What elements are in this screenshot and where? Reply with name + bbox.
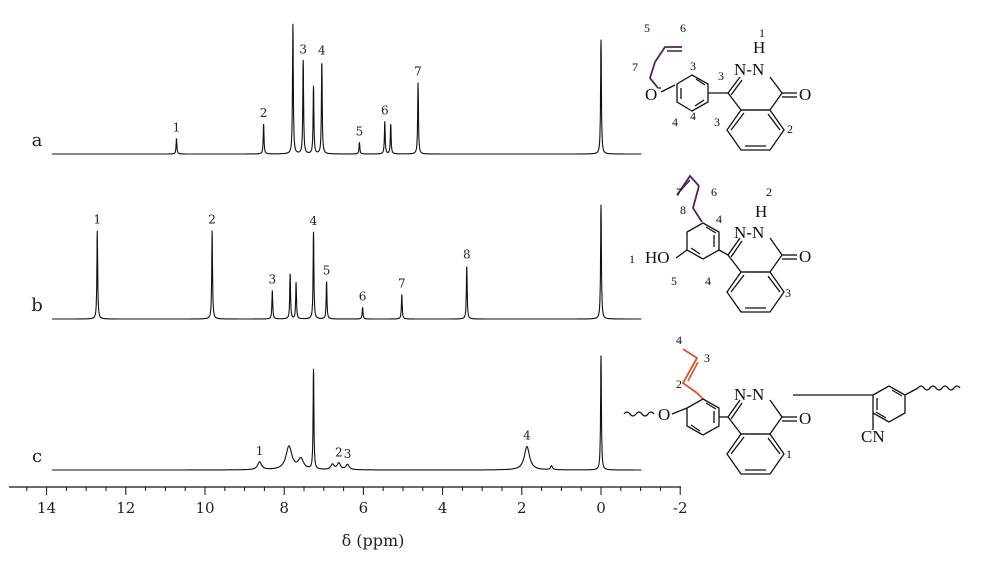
struct-b-O-carbonyl: O — [799, 247, 811, 266]
struct-c-NN: N-N — [734, 385, 764, 404]
x-tick-label: 14 — [37, 499, 56, 517]
struct-c-CN: CN — [861, 427, 885, 446]
trace-label-b: b — [31, 295, 43, 316]
peak-label-b-8: 8 — [463, 248, 471, 262]
struct-b-label-4b: 4 — [705, 274, 711, 288]
peak-label-a-6: 6 — [381, 104, 389, 118]
peak-label-b-3: 3 — [268, 272, 276, 286]
peak-label-b-4: 4 — [310, 214, 318, 228]
struct-a-label-4b: 4 — [690, 109, 696, 123]
spectrum-trace-c — [52, 355, 642, 471]
struct-b-label-5: 5 — [671, 274, 677, 288]
allyl-chain-c — [681, 348, 699, 394]
polymer-chain-right — [917, 385, 961, 391]
struct-b-label-7: 7 — [676, 185, 682, 199]
struct-a-label-3a: 3 — [690, 59, 696, 73]
x-tick-label: 4 — [438, 499, 448, 517]
struct-b-label-1: 1 — [629, 252, 635, 266]
x-tick-label: 12 — [116, 499, 135, 517]
struct-a-label-2: 2 — [787, 122, 793, 136]
x-tick-label: -2 — [673, 499, 688, 517]
trace-label-c: c — [32, 446, 42, 467]
allyl-chain-a-vinyl — [654, 46, 682, 63]
struct-a-label-6: 6 — [680, 21, 686, 35]
peak-label-a-1: 1 — [173, 120, 181, 134]
peak-label-b-1: 1 — [93, 213, 101, 227]
struct-b-NN: N-N — [734, 223, 764, 242]
x-tick-label: 6 — [359, 499, 369, 517]
struct-c-label-4: 4 — [676, 333, 682, 347]
peak-label-a-2: 2 — [260, 106, 268, 120]
peak-label-c-4: 4 — [523, 429, 531, 443]
struct-c-label-1: 1 — [786, 447, 792, 461]
peak-label-c-3: 3 — [344, 447, 352, 461]
peak-label-c-2: 2 — [335, 446, 343, 460]
struct-b-label-4a: 4 — [716, 212, 722, 226]
peak-label-b-6: 6 — [359, 289, 367, 303]
struct-c-O-ether: O — [658, 405, 670, 424]
struct-a-label-3c: 3 — [714, 115, 720, 129]
peak-label-a-4: 4 — [318, 44, 326, 58]
x-tick-label: 8 — [279, 499, 289, 517]
structure-a: 5 6 1 H 7 3 3 N-N O O 4 4 3 2 — [632, 21, 811, 151]
struct-b-HO: HO — [645, 248, 670, 267]
peak-label-b-7: 7 — [398, 276, 406, 290]
struct-b-H: H — [755, 202, 767, 221]
struct-a-label-3b: 3 — [718, 69, 724, 83]
peak-label-b-2: 2 — [208, 213, 216, 227]
x-tick-label: 10 — [195, 499, 214, 517]
trace-label-a: a — [32, 130, 43, 151]
struct-a-label-1: 1 — [759, 26, 765, 40]
peak-label-c-1: 1 — [256, 444, 264, 458]
x-axis-title: δ (ppm) — [342, 531, 405, 550]
structure-b: 7 6 2 H 8 4 N-N 1 HO O 5 4 3 — [629, 174, 811, 313]
struct-a-label-5: 5 — [644, 21, 650, 35]
peak-label-a-3: 3 — [299, 42, 307, 56]
spectrum-trace-b — [52, 204, 642, 320]
struct-b-label-2: 2 — [766, 185, 772, 199]
struct-a-O-carbonyl: O — [799, 85, 811, 104]
struct-b-label-6: 6 — [711, 185, 717, 199]
allyl-chain-a-ch2 — [648, 61, 659, 89]
structure-c: 4 3 2 N-N O O CN 1 — [623, 333, 961, 475]
polymer-chain-left — [623, 411, 655, 417]
peak-label-b-5: 5 — [323, 263, 331, 277]
peak-label-a-7: 7 — [414, 65, 422, 79]
struct-a-label-7: 7 — [632, 60, 638, 74]
x-axis: 14 12 10 8 6 4 2 0 -2 — [9, 486, 688, 517]
struct-a-O-ether: O — [645, 85, 657, 104]
spectrum-trace-a — [52, 23, 642, 155]
struct-c-label-2: 2 — [676, 377, 682, 391]
struct-a-NN: N-N — [734, 60, 764, 79]
struct-b-label-8: 8 — [680, 203, 686, 217]
struct-c-O-carbonyl: O — [799, 409, 811, 428]
x-tick-label: 2 — [517, 499, 527, 517]
struct-b-label-3: 3 — [785, 286, 791, 300]
peak-label-a-5: 5 — [356, 124, 364, 138]
struct-c-label-3: 3 — [704, 351, 710, 365]
struct-a-label-4a: 4 — [672, 115, 678, 129]
x-tick-label: 0 — [596, 499, 606, 517]
allyl-chain-b-ch2 — [692, 185, 703, 223]
struct-a-H: H — [753, 38, 765, 57]
